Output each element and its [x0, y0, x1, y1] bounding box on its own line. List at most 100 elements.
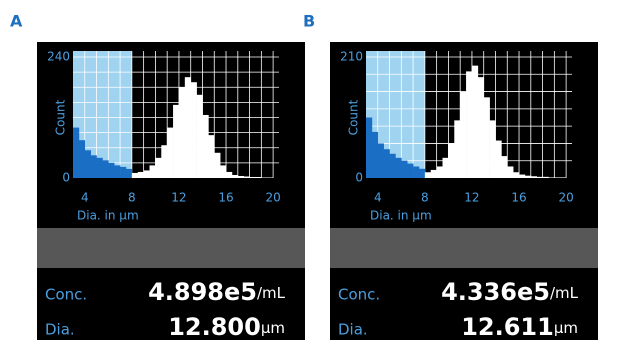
- panel-label: A: [10, 12, 23, 31]
- histogram-bar: [436, 166, 443, 178]
- y-axis-label: Count: [347, 99, 361, 135]
- histogram-bar: [231, 174, 239, 178]
- histogram-bar: [78, 140, 86, 178]
- histogram-bar: [131, 172, 139, 178]
- histogram-bar: [196, 94, 203, 178]
- histogram-bar: [460, 91, 467, 178]
- histogram-bar: [190, 82, 197, 178]
- histogram-bar: [120, 166, 127, 178]
- histogram-bar: [401, 160, 408, 178]
- x-tick-label: 12: [171, 191, 186, 205]
- histogram-bar: [542, 176, 549, 178]
- x-tick-label: 8: [128, 191, 136, 205]
- histogram-bar: [548, 177, 555, 178]
- histogram-bar: [536, 176, 543, 178]
- x-axis-label: Dia. in µm: [370, 209, 432, 223]
- histogram-bar: [73, 127, 80, 178]
- histogram-bar: [530, 176, 537, 178]
- conc-unit: /mL: [550, 284, 579, 302]
- histogram-bar: [184, 77, 192, 178]
- y-tick-label: 0: [62, 171, 70, 185]
- x-tick-label: 16: [511, 191, 526, 205]
- conc-value: 4.336e5: [441, 278, 550, 306]
- histogram-bar: [96, 157, 103, 178]
- histogram-bar: [161, 145, 168, 178]
- histogram-bar: [366, 117, 373, 178]
- y-axis-label: Count: [54, 99, 68, 135]
- x-tick-label: 20: [558, 191, 573, 205]
- histogram-bar: [220, 165, 227, 178]
- histogram-bar: [513, 172, 520, 178]
- y-tick-label: 0: [355, 171, 363, 185]
- histogram-bar: [524, 175, 532, 178]
- dia-reading: 12.611µm: [461, 313, 578, 341]
- gray-band: [330, 228, 598, 268]
- histogram-bar: [471, 65, 479, 178]
- gray-band: [37, 228, 305, 268]
- histogram-bar: [108, 162, 115, 178]
- histogram-bar: [114, 165, 121, 178]
- histogram-bar: [267, 177, 274, 178]
- dia-reading: 12.800µm: [168, 313, 285, 341]
- dia-value: 12.800: [168, 313, 261, 341]
- panel: 0 240 Count 4 8 12 16 20 Dia. in µm Conc. 4.898e5/…: [37, 42, 305, 341]
- conc-label: Conc.: [45, 286, 87, 304]
- histogram-bar: [489, 120, 496, 178]
- x-tick-label: 16: [218, 191, 233, 205]
- histogram-bar: [167, 127, 174, 178]
- dia-unit: µm: [554, 319, 578, 337]
- histogram-bar: [466, 71, 473, 178]
- histogram-bar: [155, 157, 162, 178]
- x-tick-label: 8: [421, 191, 429, 205]
- histogram-bar: [178, 87, 186, 178]
- y-tick-label: 210: [340, 50, 363, 64]
- histogram-bar: [448, 143, 455, 178]
- histogram-bar: [483, 97, 490, 178]
- conc-unit: /mL: [257, 284, 286, 302]
- conc-label: Conc.: [338, 286, 380, 304]
- x-tick-label: 20: [265, 191, 280, 205]
- x-tick-label: 12: [464, 191, 479, 205]
- histogram-bar: [143, 170, 150, 178]
- histogram-bar: [208, 135, 215, 178]
- histogram-bar: [495, 140, 502, 178]
- histogram-bar: [377, 143, 384, 178]
- histogram-bar: [430, 169, 437, 178]
- histogram-bar: [442, 157, 449, 178]
- histogram-bar: [84, 150, 91, 178]
- histogram-bar: [90, 155, 97, 178]
- y-tick-label: 240: [47, 50, 70, 64]
- panel-label: B: [303, 12, 315, 31]
- histogram-bar: [501, 156, 508, 178]
- histogram-bar: [214, 152, 221, 178]
- histogram-bar: [226, 171, 233, 178]
- dia-value: 12.611: [461, 313, 554, 341]
- histogram-bar: [454, 120, 461, 178]
- histogram-bar: [554, 177, 561, 178]
- histogram-bar: [407, 163, 414, 178]
- histogram-bar: [477, 77, 485, 178]
- histogram-bar: [395, 157, 402, 178]
- histogram-bar: [519, 174, 526, 178]
- histogram-bar: [137, 171, 144, 178]
- histogram-bar: [102, 160, 109, 178]
- x-tick-label: 4: [81, 191, 89, 205]
- histogram-bar: [237, 175, 244, 178]
- histogram-bar: [371, 131, 379, 178]
- x-axis-label: Dia. in µm: [77, 209, 139, 223]
- histogram-bar: [173, 104, 180, 178]
- dia-label: Dia.: [45, 321, 75, 339]
- histogram-bar: [507, 166, 514, 178]
- panel: 0 210 Count 4 8 12 16 20 Dia. in µm Conc. 4.336e5/…: [330, 42, 598, 341]
- histogram-bar: [424, 172, 432, 178]
- conc-reading: 4.336e5/mL: [441, 278, 579, 306]
- histogram-bar: [249, 176, 256, 178]
- dia-unit: µm: [261, 319, 285, 337]
- histogram-bar: [243, 176, 250, 178]
- histogram-bar: [125, 168, 133, 178]
- dia-label: Dia.: [338, 321, 368, 339]
- histogram-bar: [261, 177, 268, 178]
- conc-reading: 4.898e5/mL: [148, 278, 286, 306]
